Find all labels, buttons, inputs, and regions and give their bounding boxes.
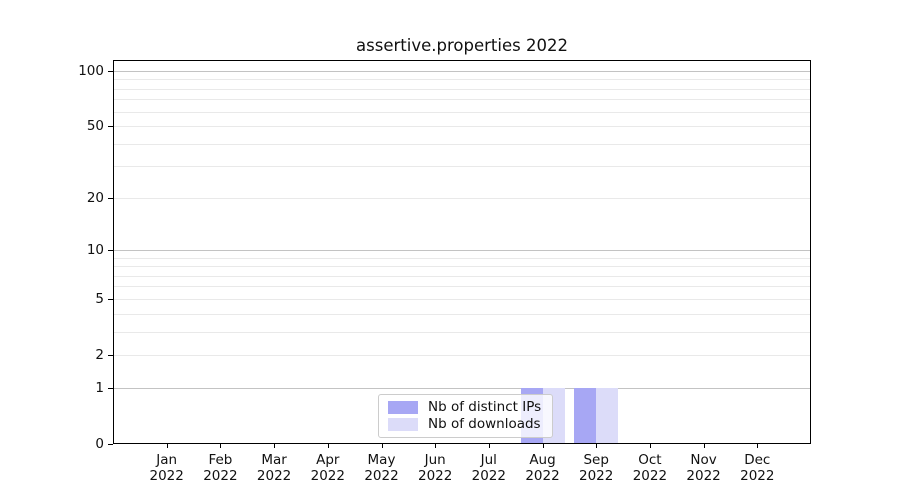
x-tick-mark <box>542 444 544 448</box>
y-tick-label: 0 <box>95 435 104 452</box>
x-tick-month: May <box>367 452 396 468</box>
y-tick-mark <box>108 443 113 445</box>
gridline-minor <box>113 143 811 145</box>
x-tick-year: 2022 <box>632 468 668 484</box>
legend-entry-downloads: Nb of downloads <box>388 416 543 433</box>
y-tick-mark <box>108 126 113 128</box>
y-tick-mark <box>108 298 113 300</box>
x-tick-year: 2022 <box>203 468 238 484</box>
x-tick-mark <box>703 444 705 448</box>
bar-nb-of-distinct-ips-sep-2022 <box>574 387 597 444</box>
x-tick-mark <box>274 444 276 448</box>
legend-label: Nb of downloads <box>428 416 541 432</box>
legend-swatch <box>388 401 418 414</box>
gridline-major <box>113 71 811 72</box>
gridline-minor <box>113 266 811 268</box>
x-tick-mark <box>166 444 168 448</box>
x-tick-year: 2022 <box>149 468 184 484</box>
y-tick-mark <box>108 197 113 199</box>
x-tick-year: 2022 <box>686 468 721 484</box>
x-tick-mark <box>488 444 490 448</box>
y-tick-label: 50 <box>86 118 104 135</box>
x-tick-label: Apr 2022 <box>298 452 358 484</box>
gridline-minor <box>113 354 811 356</box>
x-tick-label: Oct 2022 <box>620 452 680 484</box>
y-tick-label: 100 <box>78 63 104 79</box>
y-tick-label: 10 <box>86 242 104 258</box>
chart-title: assertive.properties 2022 <box>356 36 568 55</box>
x-tick-label: Sep 2022 <box>566 452 626 484</box>
legend-label: Nb of distinct IPs <box>428 399 542 415</box>
x-tick-month: Mar <box>261 452 287 468</box>
x-tick-year: 2022 <box>418 468 453 484</box>
x-tick-month: Dec <box>744 452 771 468</box>
x-tick-month: Nov <box>690 452 717 468</box>
legend: Nb of distinct IPs Nb of downloads <box>378 394 553 438</box>
x-tick-label: Dec 2022 <box>727 452 787 484</box>
x-tick-year: 2022 <box>310 468 345 484</box>
gridline-minor <box>113 257 811 259</box>
x-tick-label: Jul 2022 <box>459 452 519 484</box>
legend-swatch <box>388 418 418 431</box>
gridline-minor <box>113 88 811 90</box>
legend-entry-distinct-ips: Nb of distinct IPs <box>388 399 543 416</box>
x-tick-mark <box>757 444 759 448</box>
gridline-major <box>113 250 811 251</box>
x-tick-year: 2022 <box>471 468 506 484</box>
gridline-minor <box>113 298 811 300</box>
x-tick-mark <box>327 444 329 448</box>
y-tick-mark <box>108 354 113 356</box>
y-tick-label: 2 <box>95 346 104 363</box>
x-tick-mark <box>596 444 598 448</box>
x-tick-month: Jun <box>424 452 446 468</box>
plot-area: Nb of distinct IPs Nb of downloads <box>113 60 811 444</box>
x-tick-year: 2022 <box>364 468 399 484</box>
gridline-minor <box>113 126 811 128</box>
x-tick-month: Jan <box>156 452 178 468</box>
plot-frame <box>113 60 811 444</box>
gridline-minor <box>113 111 811 113</box>
y-tick-mark <box>108 71 113 72</box>
x-tick-year: 2022 <box>525 468 560 484</box>
x-tick-month: Apr <box>316 452 340 468</box>
x-tick-year: 2022 <box>740 468 775 484</box>
x-tick-label: Jun 2022 <box>405 452 465 484</box>
x-tick-label: Aug 2022 <box>513 452 573 484</box>
gridline-minor <box>113 275 811 277</box>
x-tick-mark <box>435 444 437 448</box>
x-tick-label: May 2022 <box>352 452 412 484</box>
gridline-minor <box>113 331 811 333</box>
y-tick-mark <box>108 387 113 389</box>
x-tick-month: Jul <box>480 452 497 468</box>
x-tick-year: 2022 <box>579 468 614 484</box>
y-tick-mark <box>108 250 113 251</box>
x-tick-month: Feb <box>208 452 233 468</box>
gridline-major <box>113 387 811 389</box>
gridline-minor <box>113 197 811 199</box>
gridline-minor <box>113 286 811 288</box>
x-tick-month: Aug <box>529 452 556 468</box>
gridline-minor <box>113 313 811 315</box>
x-tick-month: Sep <box>583 452 609 468</box>
x-tick-mark <box>649 444 651 448</box>
gridline-minor <box>113 79 811 81</box>
x-tick-label: Nov 2022 <box>674 452 734 484</box>
x-tick-month: Oct <box>638 452 662 468</box>
x-tick-label: Jan 2022 <box>137 452 197 484</box>
bar-nb-of-downloads-sep-2022 <box>596 387 619 444</box>
x-tick-label: Feb 2022 <box>190 452 250 484</box>
y-tick-label: 20 <box>86 189 104 206</box>
x-tick-label: Mar 2022 <box>244 452 304 484</box>
y-tick-label: 5 <box>95 290 104 307</box>
y-tick-label: 1 <box>95 379 104 396</box>
x-tick-mark <box>220 444 222 448</box>
x-tick-mark <box>381 444 383 448</box>
gridline-minor <box>113 99 811 101</box>
x-tick-year: 2022 <box>256 468 292 484</box>
gridline-minor <box>113 166 811 168</box>
